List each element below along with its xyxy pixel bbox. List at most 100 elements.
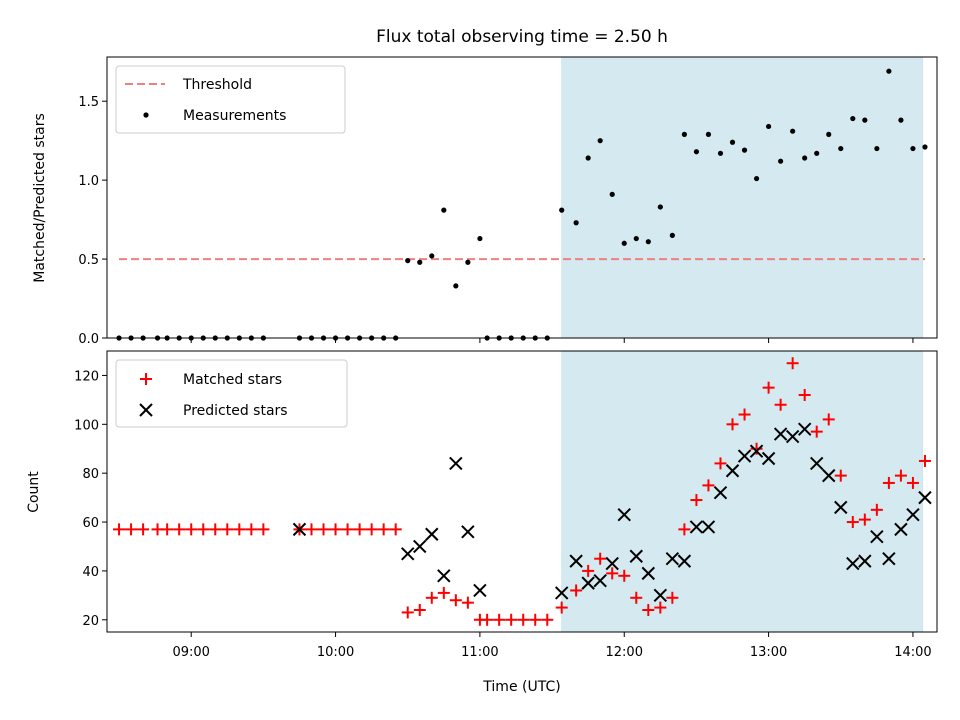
predicted-star-point — [822, 468, 836, 483]
measurement-point — [729, 139, 736, 145]
predicted-star-point — [906, 508, 920, 522]
measurement-point — [826, 131, 832, 137]
predicted-star-point — [858, 554, 872, 568]
matched-star-point — [858, 513, 871, 526]
measurement-point — [790, 128, 796, 134]
measurement-point — [669, 232, 675, 238]
measurement-point — [405, 258, 411, 264]
measurement-point — [609, 191, 615, 197]
measurement-point — [717, 150, 724, 156]
bottom-panel: 20 40 60 80 100 120 09:00 10:00 11:00 12:00 13:00… — [26, 350, 938, 695]
matched-star-point — [762, 381, 775, 394]
matched-star-point — [173, 523, 186, 536]
measurement-point — [633, 235, 639, 242]
predicted-star-point — [701, 520, 716, 534]
matched-star-point — [882, 476, 895, 489]
matched-star-point — [317, 523, 330, 536]
measurement-point — [874, 145, 880, 152]
measurement-point — [886, 68, 892, 74]
y-tick-label: 40 — [82, 565, 99, 580]
bottom-legend-box — [115, 359, 348, 428]
predicted-star-point — [569, 554, 583, 568]
x-tick-label: 12:00 — [606, 645, 643, 660]
measurement-point — [559, 207, 565, 213]
top-panel: 0.0 0.5 1.0 1.5 Flux total observing time =… — [32, 27, 938, 347]
matched-star-point — [529, 613, 542, 626]
matched-star-point — [750, 442, 763, 455]
matched-star-point — [570, 584, 583, 597]
predicted-star-point — [713, 486, 728, 500]
predicted-star-point — [894, 522, 908, 537]
predicted-stars-series — [292, 422, 932, 603]
matched-star-point — [642, 604, 655, 617]
legend-measurements-swatch — [143, 112, 149, 118]
predicted-star-point — [785, 429, 800, 444]
measurement-point — [441, 207, 447, 213]
measurement-point — [850, 115, 856, 122]
top-legend-box — [115, 65, 346, 134]
measurement-point — [417, 259, 423, 265]
predicted-star-point — [425, 527, 439, 541]
matched-star-point — [594, 552, 607, 565]
measurement-point — [585, 155, 591, 161]
matched-star-point — [185, 523, 198, 536]
matched-star-point — [702, 479, 715, 492]
matched-star-point — [714, 457, 727, 470]
measurement-point — [838, 145, 844, 152]
matched-star-point — [341, 523, 354, 536]
matched-star-point — [798, 388, 811, 401]
matched-star-point — [906, 476, 919, 489]
measurement-point — [477, 235, 483, 242]
predicted-star-point — [401, 547, 415, 561]
matched-star-point — [517, 613, 530, 626]
matched-star-point — [630, 591, 643, 604]
matched-star-point — [822, 413, 835, 426]
matched-star-point — [774, 398, 787, 411]
predicted-star-point — [581, 576, 595, 590]
matched-star-point — [377, 523, 390, 536]
matched-star-point — [582, 564, 595, 577]
y-tick-label: 100 — [74, 418, 99, 433]
predicted-star-point — [653, 588, 668, 603]
matched-star-point — [257, 523, 270, 536]
bottom-axes-frame — [106, 350, 938, 633]
matched-star-point — [449, 594, 462, 607]
matched-star-point — [113, 523, 126, 536]
predicted-star-point — [882, 551, 896, 566]
legend-measurements-label: Measurements — [183, 108, 286, 124]
matched-star-point — [786, 357, 799, 370]
measurement-point — [898, 117, 904, 123]
predicted-star-point — [797, 422, 812, 436]
measurement-point — [645, 239, 651, 245]
matched-star-point — [365, 523, 378, 536]
predicted-star-point — [846, 556, 860, 571]
bottom-x-axis-label: Time (UTC) — [482, 679, 560, 695]
top-x-ticks — [190, 338, 914, 343]
predicted-star-point — [605, 556, 619, 571]
measurement-point — [862, 117, 868, 123]
measurement-point — [693, 149, 700, 155]
measurement-point — [453, 283, 459, 289]
measurement-point — [573, 220, 579, 226]
matched-star-point — [678, 523, 691, 536]
predicted-star-point — [677, 554, 692, 568]
predicted-star-point — [689, 520, 704, 534]
top-y-ticks: 0.0 0.5 1.0 1.5 — [78, 95, 107, 347]
chart-title: Flux total observing time = 2.50 h — [376, 27, 668, 47]
predicted-star-point — [749, 444, 764, 458]
x-tick-label: 13:00 — [750, 645, 787, 660]
predicted-star-point — [870, 529, 884, 544]
predicted-star-point — [617, 508, 631, 522]
matched-star-point — [618, 569, 631, 582]
matched-star-point — [461, 596, 474, 609]
matched-star-point — [726, 418, 739, 431]
measurement-point — [705, 131, 712, 137]
y-tick-label: 0.5 — [78, 253, 99, 268]
legend-threshold-label: Threshold — [182, 77, 252, 93]
matched-star-point — [870, 503, 883, 516]
matched-star-point — [413, 604, 426, 617]
matched-star-point — [137, 523, 150, 536]
predicted-star-point — [461, 525, 475, 539]
predicted-star-point — [437, 569, 451, 583]
matched-star-point — [606, 567, 619, 580]
